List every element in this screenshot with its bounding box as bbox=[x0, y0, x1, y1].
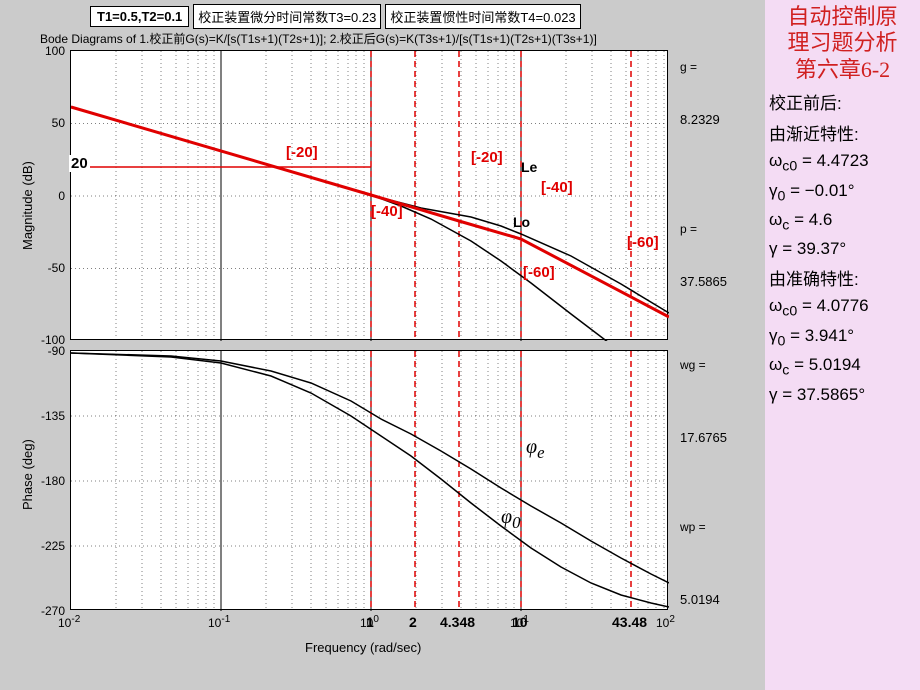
r-v1: ωc0 = 4.4723 bbox=[769, 151, 916, 174]
slope-60b: [-60] bbox=[627, 234, 659, 251]
phase-svg bbox=[71, 351, 669, 611]
slope-20a: [-20] bbox=[286, 144, 318, 161]
box-t1t2: T1=0.5,T2=0.1 bbox=[90, 6, 189, 27]
right-panel: 自动控制原 理习题分析 第六章6-2 校正前后: 由渐近特性: ωc0 = 4.… bbox=[765, 0, 920, 690]
g-label: g = bbox=[680, 60, 697, 74]
top-param-boxes: T1=0.5,T2=0.1 校正装置微分时间常数T3=0.23 校正装置惯性时间… bbox=[90, 4, 581, 29]
mag-curve-le bbox=[71, 107, 669, 313]
ph-vgrid bbox=[116, 351, 664, 611]
freq-10: 10 bbox=[512, 614, 528, 630]
r-v7: ωc = 5.0194 bbox=[769, 355, 916, 378]
rt-l2: 理习题分析 bbox=[769, 30, 916, 56]
ylabel-magnitude: Magnitude (dB) bbox=[20, 161, 35, 250]
r-l3: 由准确特性: bbox=[769, 265, 916, 290]
xtick-e-2: 10-2 bbox=[58, 614, 80, 630]
freq-1: 1 bbox=[366, 614, 374, 630]
ph-ytick-n90: -90 bbox=[25, 344, 65, 358]
mag-ytick-50: 50 bbox=[25, 116, 65, 130]
mag-asymp-e bbox=[71, 107, 669, 317]
ph-ytick-n135: -135 bbox=[25, 409, 65, 423]
label-20db: 20 bbox=[69, 155, 90, 172]
wg-value: 17.6765 bbox=[680, 430, 727, 445]
box-t4: 校正装置惯性时间常数T4=0.023 bbox=[385, 4, 580, 29]
rt-l3: 第六章6-2 bbox=[769, 57, 916, 83]
phase-curve-e bbox=[71, 353, 669, 583]
mag-vgrid bbox=[116, 51, 664, 341]
r-l1: 校正前后: bbox=[769, 89, 916, 114]
r-v2: γ0 = −0.01° bbox=[769, 181, 916, 204]
ph-ytick-n225: -225 bbox=[25, 539, 65, 553]
wp-label: wp = bbox=[680, 520, 706, 534]
slope-20b: [-20] bbox=[471, 149, 503, 166]
slope-60a: [-60] bbox=[523, 264, 555, 281]
left-panel: T1=0.5,T2=0.1 校正装置微分时间常数T3=0.23 校正装置惯性时间… bbox=[0, 0, 765, 690]
bode-title: Bode Diagrams of 1.校正前G(s)=K/[s(T1s+1)(T… bbox=[40, 30, 597, 47]
mag-ytick-0: 0 bbox=[25, 189, 65, 203]
mag-ytick-100: 100 bbox=[25, 44, 65, 58]
r-v8: γ = 37.5865° bbox=[769, 385, 916, 405]
r-v5: ωc0 = 4.0776 bbox=[769, 296, 916, 319]
page-root: T1=0.5,T2=0.1 校正装置微分时间常数T3=0.23 校正装置惯性时间… bbox=[0, 0, 920, 690]
rt-l1: 自动控制原 bbox=[769, 4, 916, 30]
ph-ytick-n180: -180 bbox=[25, 474, 65, 488]
xtick-e-1: 10-1 bbox=[208, 614, 230, 630]
box-t3: 校正装置微分时间常数T3=0.23 bbox=[193, 4, 381, 29]
phase-curve-o bbox=[71, 353, 669, 607]
phi-o-label: φ0 bbox=[501, 506, 520, 533]
mag-curve-lo bbox=[71, 107, 669, 341]
mag-svg bbox=[71, 51, 669, 341]
freq-4348: 4.348 bbox=[440, 614, 475, 630]
slope-40a: [-40] bbox=[371, 203, 403, 220]
right-title: 自动控制原 理习题分析 第六章6-2 bbox=[769, 4, 916, 83]
p-label: p = bbox=[680, 222, 697, 236]
wg-label: wg = bbox=[680, 358, 706, 372]
r-v4: γ = 39.37° bbox=[769, 239, 916, 259]
label-lo: Lo bbox=[513, 214, 530, 230]
slope-40b: [-40] bbox=[541, 179, 573, 196]
p-value: 37.5865 bbox=[680, 274, 727, 289]
r-v6: γ0 = 3.941° bbox=[769, 326, 916, 349]
xtick-e2: 102 bbox=[656, 614, 675, 630]
freq-4348b: 43.48 bbox=[612, 614, 647, 630]
mag-ytick-n50: -50 bbox=[25, 261, 65, 275]
xlabel-freq: Frequency (rad/sec) bbox=[305, 640, 421, 655]
r-l2: 由渐近特性: bbox=[769, 120, 916, 145]
phase-plot: φe φ0 bbox=[70, 350, 668, 610]
magnitude-plot: [-20] [-40] [-20] [-40] [-60] [-60] Le L… bbox=[70, 50, 668, 340]
label-le: Le bbox=[521, 159, 537, 175]
wp-value: 5.0194 bbox=[680, 592, 720, 607]
g-value: 8.2329 bbox=[680, 112, 720, 127]
chart-area: [-20] [-40] [-20] [-40] [-60] [-60] Le L… bbox=[70, 50, 668, 660]
freq-2: 2 bbox=[409, 614, 417, 630]
phi-e-label: φe bbox=[526, 436, 544, 463]
r-v3: ωc = 4.6 bbox=[769, 210, 916, 233]
